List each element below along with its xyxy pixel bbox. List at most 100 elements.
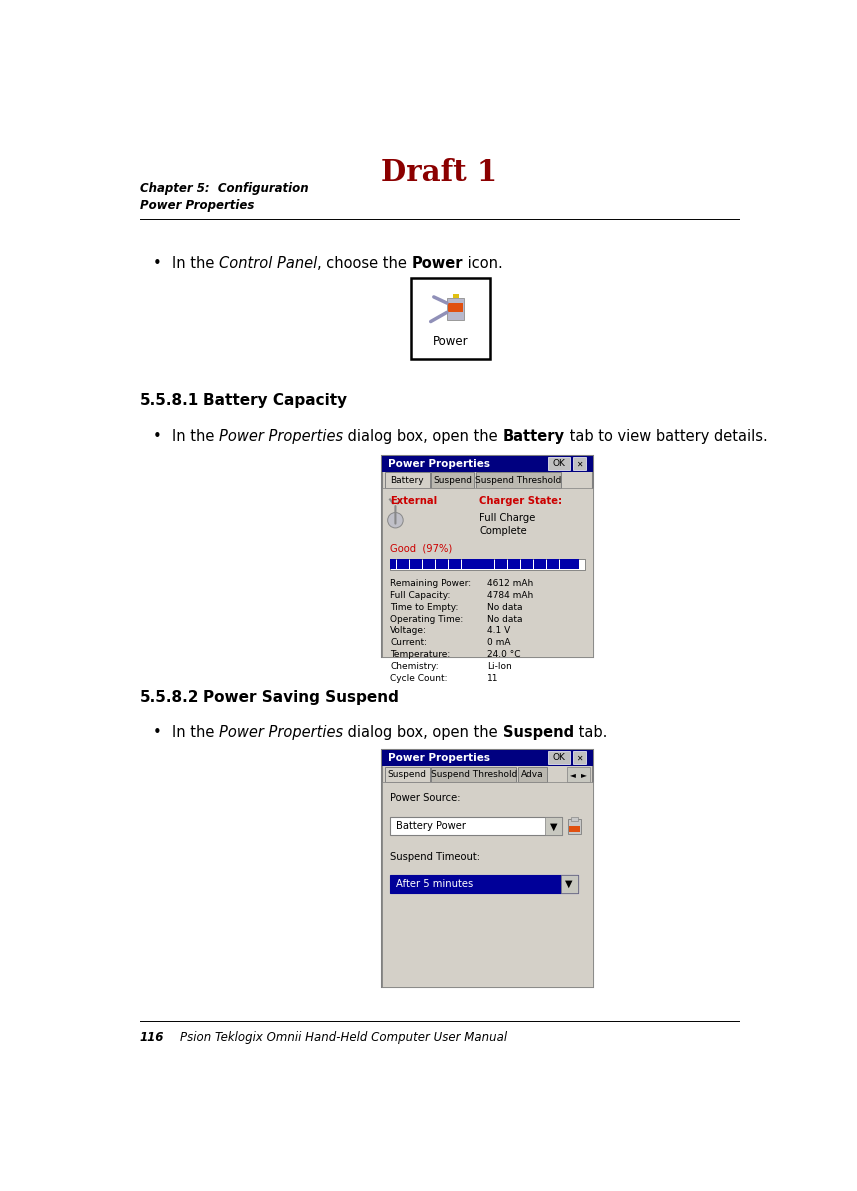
Text: ✕: ✕ (576, 459, 583, 468)
Text: 5.5.8.2: 5.5.8.2 (140, 690, 199, 705)
Text: External: External (390, 495, 437, 506)
Bar (417, 560, 423, 569)
Bar (382, 455, 593, 472)
Bar (462, 560, 468, 569)
Text: 5.5.8.1: 5.5.8.1 (140, 393, 199, 409)
Text: Battery: Battery (390, 475, 424, 485)
Text: , choose the: , choose the (317, 256, 412, 272)
Bar (382, 488, 593, 657)
Bar (382, 749, 593, 766)
Bar (514, 560, 520, 569)
Bar (382, 455, 593, 657)
Bar (390, 560, 396, 569)
Text: Power Properties: Power Properties (387, 459, 489, 468)
Text: Battery Capacity: Battery Capacity (203, 393, 347, 409)
Text: icon.: icon. (464, 256, 503, 272)
Text: Suspend Timeout:: Suspend Timeout: (390, 852, 480, 862)
Bar (568, 819, 581, 834)
Bar (431, 767, 516, 782)
Text: Battery: Battery (502, 429, 565, 443)
Bar (521, 560, 527, 569)
Text: Control Panel: Control Panel (219, 256, 317, 272)
Text: Chemistry:: Chemistry: (390, 662, 439, 672)
Bar (447, 299, 464, 320)
Circle shape (387, 512, 403, 528)
Bar (403, 560, 409, 569)
Bar (518, 767, 548, 782)
Bar (560, 875, 578, 893)
Text: Cycle Count:: Cycle Count: (390, 674, 447, 684)
Text: Power Properties: Power Properties (219, 429, 344, 443)
Text: dialog box, open the: dialog box, open the (344, 429, 502, 443)
Text: Power Properties: Power Properties (140, 199, 254, 212)
Text: Power Saving Suspend: Power Saving Suspend (203, 690, 399, 705)
Text: Suspend: Suspend (387, 769, 427, 779)
Bar (527, 560, 533, 569)
Bar (569, 825, 580, 833)
Bar (429, 560, 435, 569)
Bar (447, 303, 464, 312)
Bar (449, 560, 455, 569)
Text: •: • (153, 256, 161, 272)
Text: ►: ► (581, 769, 587, 779)
Bar (566, 560, 572, 569)
Bar (573, 560, 579, 569)
Text: OK: OK (553, 753, 566, 762)
Text: Draft 1: Draft 1 (381, 157, 497, 187)
Text: Suspend Threshold: Suspend Threshold (430, 769, 517, 779)
Text: Remaining Power:: Remaining Power: (390, 579, 471, 587)
Text: OK: OK (553, 459, 566, 468)
Text: dialog box, open the: dialog box, open the (344, 725, 502, 740)
Text: No data: No data (487, 603, 523, 612)
Text: Operating Time:: Operating Time: (390, 615, 464, 624)
Text: 4784 mAh: 4784 mAh (487, 591, 533, 600)
Bar (572, 457, 586, 470)
Bar (548, 752, 570, 765)
Text: In the: In the (172, 256, 219, 272)
Bar (431, 473, 475, 488)
Bar (390, 559, 585, 569)
Bar (410, 560, 416, 569)
Text: Full Capacity:: Full Capacity: (390, 591, 451, 600)
Text: Suspend: Suspend (502, 725, 573, 740)
Text: Psion Teklogix Omnii Hand-Held Computer User Manual: Psion Teklogix Omnii Hand-Held Computer … (180, 1030, 507, 1043)
Text: 11: 11 (487, 674, 499, 684)
Text: 24.0 °C: 24.0 °C (487, 650, 520, 660)
Text: Adva: Adva (521, 769, 544, 779)
Text: No data: No data (487, 615, 523, 624)
Bar (390, 875, 578, 893)
Bar (435, 560, 442, 569)
Bar (397, 560, 403, 569)
Text: Full Charge: Full Charge (479, 512, 536, 523)
Bar (540, 560, 547, 569)
Bar (423, 560, 428, 569)
Text: ✕: ✕ (576, 753, 583, 762)
Text: 116: 116 (140, 1030, 164, 1043)
Text: Chapter 5:  Configuration: Chapter 5: Configuration (140, 182, 309, 195)
Bar (534, 560, 540, 569)
Text: 0 mA: 0 mA (487, 638, 511, 648)
Text: ▼: ▼ (566, 879, 572, 888)
Bar (572, 817, 578, 821)
Bar (476, 473, 561, 488)
Bar (411, 278, 490, 358)
Text: ◄: ◄ (570, 769, 576, 779)
Text: Power: Power (433, 335, 469, 348)
Text: Power Properties: Power Properties (219, 725, 344, 740)
Text: Temperature:: Temperature: (390, 650, 450, 660)
Text: tab.: tab. (573, 725, 607, 740)
Bar (442, 560, 448, 569)
Text: Suspend Threshold: Suspend Threshold (476, 475, 562, 485)
Bar (507, 560, 513, 569)
Bar (545, 817, 562, 835)
Bar (475, 560, 481, 569)
Text: Battery Power: Battery Power (396, 822, 466, 831)
Text: Li-Ion: Li-Ion (487, 662, 512, 672)
Text: Good  (97%): Good (97%) (390, 543, 452, 554)
Text: Time to Empty:: Time to Empty: (390, 603, 458, 612)
Bar (572, 752, 586, 765)
Text: After 5 minutes: After 5 minutes (396, 879, 473, 888)
Bar (488, 560, 494, 569)
Text: •: • (153, 429, 161, 443)
Text: ▼: ▼ (550, 822, 557, 831)
